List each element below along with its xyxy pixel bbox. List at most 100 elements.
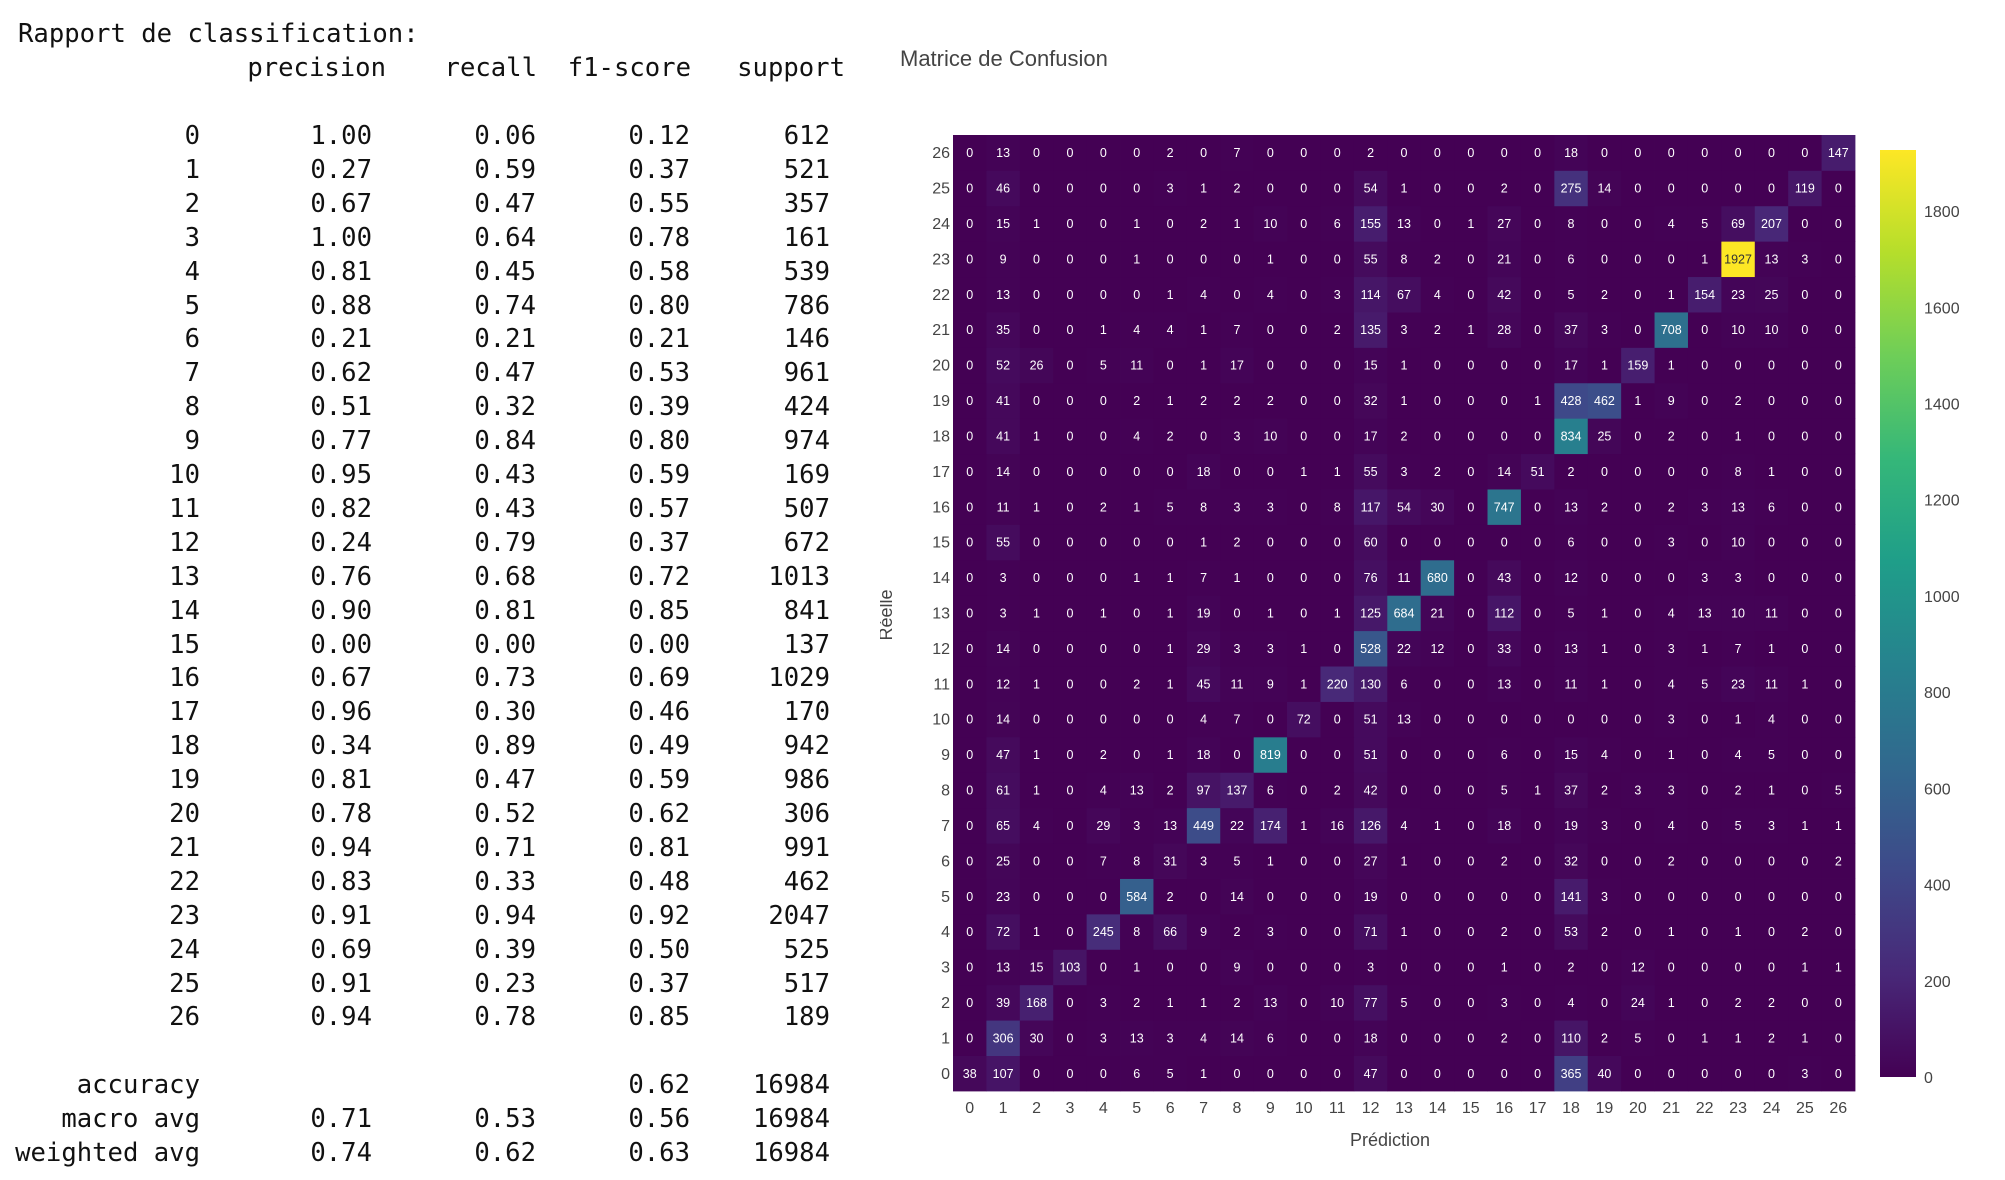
heatmap-cell-value: 14 bbox=[996, 465, 1010, 479]
heatmap-cell-value: 0 bbox=[1601, 146, 1608, 160]
heatmap-cell-value: 1 bbox=[1334, 465, 1341, 479]
heatmap-cell bbox=[1587, 772, 1622, 809]
heatmap-cell-value: 0 bbox=[1467, 677, 1474, 691]
heatmap-cell-value: 0 bbox=[1835, 465, 1842, 479]
heatmap-cell-value: 5 bbox=[1501, 784, 1508, 798]
heatmap-cell-value: 13 bbox=[1397, 217, 1411, 231]
heatmap-cell bbox=[986, 843, 1021, 879]
heatmap-cell-value: 5 bbox=[1568, 288, 1575, 302]
report-row-precision: 0.96 bbox=[310, 697, 372, 728]
heatmap-cell-value: 0 bbox=[1334, 429, 1341, 443]
report-summary-support: 16984 bbox=[752, 1104, 830, 1134]
heatmap-cell bbox=[1821, 382, 1856, 419]
heatmap-cell bbox=[1120, 630, 1154, 667]
heatmap-cell bbox=[1153, 489, 1188, 525]
heatmap-cell bbox=[1754, 135, 1789, 171]
heatmap-cell bbox=[1420, 595, 1455, 632]
heatmap-cell bbox=[1086, 418, 1121, 455]
heatmap-cell bbox=[1788, 205, 1822, 242]
heatmap-cell-value: 0 bbox=[1801, 536, 1808, 550]
heatmap-cell-value: 110 bbox=[1561, 1031, 1581, 1045]
heatmap-cell bbox=[1654, 489, 1689, 525]
heatmap-cell-value: 76 bbox=[1364, 571, 1378, 585]
heatmap-cell-value: 0 bbox=[1200, 146, 1207, 160]
heatmap-cell bbox=[1420, 276, 1455, 313]
heatmap-cell-value: 0 bbox=[1300, 890, 1307, 904]
heatmap-cell-value: 4 bbox=[1200, 1031, 1207, 1045]
heatmap-cell-value: 0 bbox=[966, 359, 973, 373]
heatmap-cell bbox=[1420, 1020, 1455, 1056]
heatmap-cell-value: 1 bbox=[1835, 819, 1842, 833]
heatmap-cell bbox=[1821, 276, 1856, 313]
heatmap-cell-value: 2 bbox=[1267, 394, 1274, 408]
heatmap-cell-value: 2 bbox=[1668, 429, 1675, 443]
heatmap-cell-value: 0 bbox=[1501, 536, 1508, 550]
heatmap-cell bbox=[1120, 913, 1154, 950]
heatmap-cell bbox=[1554, 1055, 1589, 1092]
heatmap-cell bbox=[1621, 418, 1655, 455]
x-tick-label: 19 bbox=[1596, 1100, 1614, 1117]
heatmap-cell-value: 168 bbox=[1026, 996, 1047, 1010]
heatmap-cell bbox=[1186, 1055, 1221, 1092]
heatmap-cell bbox=[986, 666, 1021, 702]
heatmap-cell-value: 2 bbox=[1233, 536, 1240, 550]
heatmap-cell bbox=[1120, 1055, 1154, 1092]
heatmap-cell-value: 3 bbox=[1267, 500, 1274, 514]
heatmap-cell-value: 0 bbox=[1267, 323, 1274, 337]
heatmap-cell-value: 174 bbox=[1260, 819, 1281, 833]
heatmap-cell-value: 0 bbox=[1835, 607, 1842, 621]
heatmap-cell-value: 1 bbox=[1200, 323, 1207, 337]
report-row-recall: 0.81 bbox=[474, 595, 536, 626]
heatmap-cell-value: 4 bbox=[1601, 748, 1608, 762]
heatmap-cell bbox=[1520, 949, 1555, 986]
heatmap-cell-value: 1 bbox=[1167, 642, 1174, 656]
heatmap-cell-value: 1 bbox=[1601, 359, 1608, 373]
heatmap-cell bbox=[1487, 878, 1522, 915]
heatmap-cell-value: 0 bbox=[1467, 819, 1474, 833]
heatmap-cell bbox=[1320, 843, 1355, 879]
heatmap-cell-value: 1 bbox=[1300, 677, 1307, 691]
heatmap-cell bbox=[1520, 736, 1555, 773]
heatmap-cell-value: 0 bbox=[1334, 854, 1341, 868]
heatmap-cell bbox=[1019, 949, 1054, 986]
heatmap-cell bbox=[1186, 418, 1221, 455]
heatmap-cell-value: 5 bbox=[1167, 1067, 1174, 1081]
heatmap-cell bbox=[1120, 382, 1154, 419]
heatmap-cell bbox=[1554, 701, 1589, 738]
heatmap-cell bbox=[1320, 276, 1355, 313]
heatmap-cell bbox=[1587, 205, 1622, 242]
heatmap-cell bbox=[1621, 666, 1655, 702]
report-row-support: 507 bbox=[783, 493, 830, 524]
heatmap-cell-value: 0 bbox=[1768, 571, 1775, 585]
heatmap-cell bbox=[1053, 276, 1088, 313]
heatmap-cell-value: 0 bbox=[1434, 784, 1441, 798]
heatmap-cell bbox=[1621, 135, 1655, 171]
heatmap-cell bbox=[1387, 984, 1422, 1021]
heatmap-cell bbox=[1520, 276, 1555, 313]
y-tick-label: 19 bbox=[932, 393, 950, 410]
report-row-label: 10 bbox=[169, 460, 200, 490]
report-row-label: 6 bbox=[184, 324, 200, 355]
heatmap-cell-value: 0 bbox=[1467, 961, 1474, 975]
heatmap-cell-value: 1 bbox=[1668, 996, 1675, 1010]
heatmap-cell-value: 135 bbox=[1360, 323, 1381, 337]
heatmap-cell-value: 2 bbox=[1167, 429, 1174, 443]
heatmap-cell bbox=[1654, 418, 1689, 455]
heatmap-cell bbox=[1821, 807, 1856, 844]
heatmap-cell bbox=[1153, 205, 1188, 242]
heatmap-cell bbox=[1353, 312, 1388, 348]
heatmap-cell-value: 0 bbox=[1701, 536, 1708, 550]
report-row-support: 974 bbox=[783, 426, 830, 457]
heatmap-cell bbox=[1387, 630, 1422, 667]
heatmap-cell bbox=[1687, 241, 1722, 278]
heatmap-cell-value: 0 bbox=[1334, 961, 1341, 975]
heatmap-cell bbox=[1320, 241, 1355, 278]
heatmap-cell-value: 0 bbox=[1401, 146, 1408, 160]
heatmap-cell-value: 0 bbox=[1267, 536, 1274, 550]
heatmap-cell bbox=[1387, 276, 1422, 313]
heatmap-cell bbox=[1320, 984, 1355, 1021]
heatmap-cell-value: 0 bbox=[1066, 784, 1073, 798]
heatmap-cell bbox=[1754, 524, 1789, 561]
heatmap-cell bbox=[1587, 418, 1622, 455]
heatmap-cell bbox=[1554, 489, 1589, 525]
